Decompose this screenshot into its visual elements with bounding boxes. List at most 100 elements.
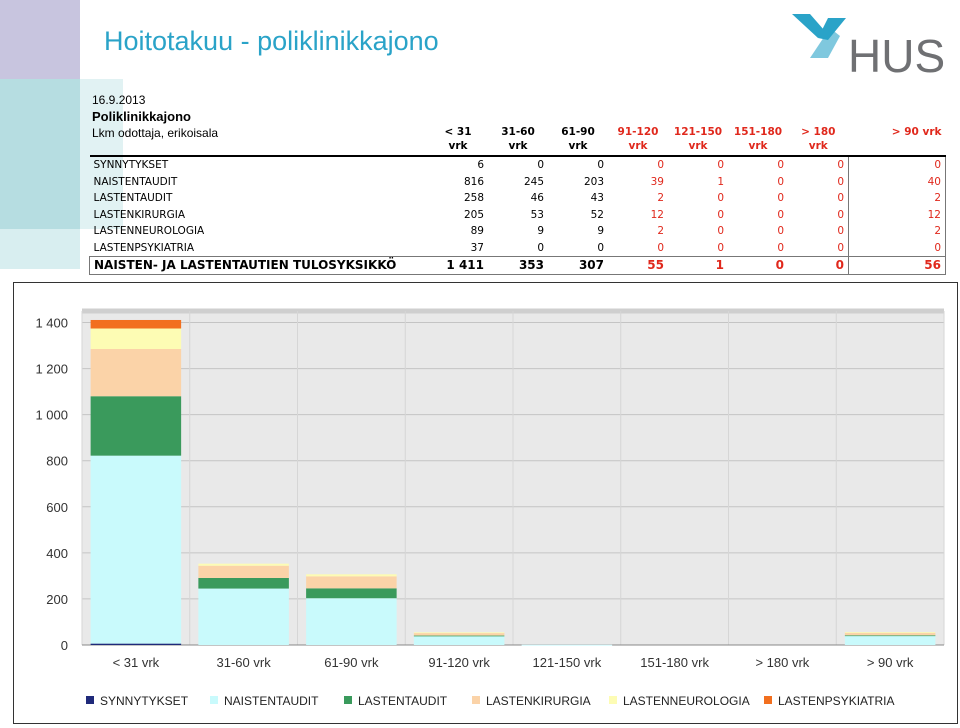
bar-segment-lastenneurologia: [90, 328, 182, 350]
cell-value: 203: [583, 175, 604, 188]
cell-value: 0: [777, 241, 784, 254]
col-header: > 180 vrk: [801, 126, 836, 152]
col-header: 121-150 vrk: [673, 126, 723, 152]
cell-value: 0: [848, 157, 946, 174]
row-label: SYNNYTYKSET: [93, 159, 169, 172]
bar-segment-naistentaudit: [844, 635, 936, 645]
cell-value: 0: [597, 159, 604, 172]
y-tick-label: 600: [46, 500, 68, 515]
cell-value: 0: [657, 159, 664, 172]
col-header: > 90 vrk: [891, 126, 942, 138]
hus-logo-text: HUS: [848, 30, 945, 80]
y-tick-label: 200: [46, 592, 68, 607]
bar-segment-naistentaudit: [306, 598, 397, 645]
legend-label: NAISTENTAUDIT: [224, 694, 319, 708]
table-header-row: < 31 vrk 31-60 vrk 61-90 vrk 91-120 vrk 121-…: [90, 125, 946, 156]
cell-value: 39: [650, 175, 664, 188]
cell-value: 0: [717, 159, 724, 172]
x-tick-label: 121-150 vrk: [533, 655, 602, 670]
cell-value: 9: [537, 225, 544, 238]
legend-swatch: [210, 696, 218, 704]
cell-value: 9: [597, 225, 604, 238]
bar-segment-lastenkirurgia: [413, 632, 505, 636]
cell-value: 0: [537, 241, 544, 254]
cell-value: 0: [777, 208, 784, 221]
cell-value: 2: [657, 192, 664, 205]
cell-value: 55: [608, 256, 668, 275]
table-total-row: NAISTEN- JA LASTENTAUTIEN TULOSYKSIKKÖ 1 …: [89, 256, 946, 275]
bar-segment-lastentaudit: [413, 635, 505, 637]
y-tick-label: 1 200: [35, 362, 68, 377]
cell-value: 0: [717, 241, 724, 254]
legend-label: LASTENTAUDIT: [358, 694, 448, 708]
cell-value: 0: [777, 159, 784, 172]
bar-segment-lastenneurologia: [306, 574, 397, 577]
cell-value: 0: [837, 159, 844, 172]
legend-label: LASTENKIRURGIA: [486, 694, 591, 708]
col-header: 151-180 vrk: [733, 126, 783, 152]
col-header: 91-120 vrk: [617, 126, 659, 152]
cell-value: 0: [657, 241, 664, 254]
bar-segment-lastentaudit: [198, 577, 289, 589]
bar-segment-lastentaudit: [90, 396, 182, 456]
cell-value: 12: [650, 208, 664, 221]
cell-value: 43: [590, 192, 604, 205]
cell-value: 0: [597, 241, 604, 254]
y-tick-label: 0: [61, 638, 68, 653]
cell-value: 89: [470, 225, 484, 238]
cell-value: 307: [548, 256, 608, 275]
col-header: 31-60 vrk: [501, 126, 535, 152]
bar-segment-lastenpsykiatria: [90, 319, 182, 329]
row-label: NAISTENTAUDIT: [93, 175, 178, 188]
legend-label: LASTENPSYKIATRIA: [778, 694, 894, 708]
decor-block-lightteal: [80, 79, 123, 229]
y-tick-label: 400: [46, 546, 68, 561]
page-title: Hoitotakuu - poliklinikkajono: [104, 26, 439, 56]
bar-segment-lastenneurologia: [844, 632, 936, 633]
bar-segment-naistentaudit: [413, 636, 505, 645]
cell-value: 0: [837, 225, 844, 238]
decor-block-purple: [0, 0, 80, 79]
stacked-bar-chart: 0 200 400 600 800 1 000 1 200 1 400 < 31 vrk 31-6…: [35, 308, 945, 708]
cell-value: 0: [788, 256, 849, 275]
legend-swatch: [344, 696, 352, 704]
legend-swatch: [764, 696, 772, 704]
bar-segment-naistentaudit: [90, 455, 182, 644]
row-label: LASTENKIRURGIA: [93, 208, 186, 221]
table-row: LASTENKIRURGIA 205 53 52 12 0 0 0 12: [90, 206, 946, 223]
section-title: Poliklinikkajono: [92, 109, 191, 124]
decor-block-aqua: [0, 229, 80, 269]
col-header: 61-90 vrk: [561, 126, 595, 152]
y-tick-label: 800: [46, 454, 68, 469]
cell-value: 0: [777, 225, 784, 238]
hus-logo: HUS: [792, 14, 945, 80]
cell-value: 0: [537, 159, 544, 172]
cell-value: 56: [848, 256, 946, 275]
x-tick-label: < 31 vrk: [113, 655, 160, 670]
cell-value: 40: [848, 173, 946, 190]
cell-value: 0: [777, 192, 784, 205]
cell-value: 816: [463, 175, 484, 188]
row-label: LASTENPSYKIATRIA: [93, 241, 195, 254]
cell-value: 2: [657, 225, 664, 238]
y-tick-label: 1 000: [35, 408, 68, 423]
cell-value: 37: [470, 241, 484, 254]
table-row: NAISTENTAUDIT 816 245 203 39 1 0 0 40: [90, 173, 946, 190]
cell-value: 353: [488, 256, 548, 275]
x-tick-label: 31-60 vrk: [217, 655, 272, 670]
cell-value: 0: [848, 239, 946, 257]
bar-segment-synnytykset: [90, 643, 182, 645]
bar-segment-lastenkirurgia: [198, 565, 289, 578]
y-tick-label: 1 400: [35, 316, 68, 331]
cell-value: 0: [717, 208, 724, 221]
cell-value: 245: [523, 175, 544, 188]
bar-segment-lastenkirurgia: [306, 576, 397, 589]
cell-value: 52: [590, 208, 604, 221]
cell-value: 0: [837, 208, 844, 221]
legend-swatch: [86, 696, 94, 704]
table-subtitle: Lkm odottaja, erikoisala: [92, 126, 219, 140]
cell-value: 2: [848, 190, 946, 207]
table-row: LASTENTAUDIT 258 46 43 2 0 0 0 2: [90, 190, 946, 207]
x-tick-label: 91-120 vrk: [428, 655, 490, 670]
x-tick-label: > 180 vrk: [755, 655, 809, 670]
